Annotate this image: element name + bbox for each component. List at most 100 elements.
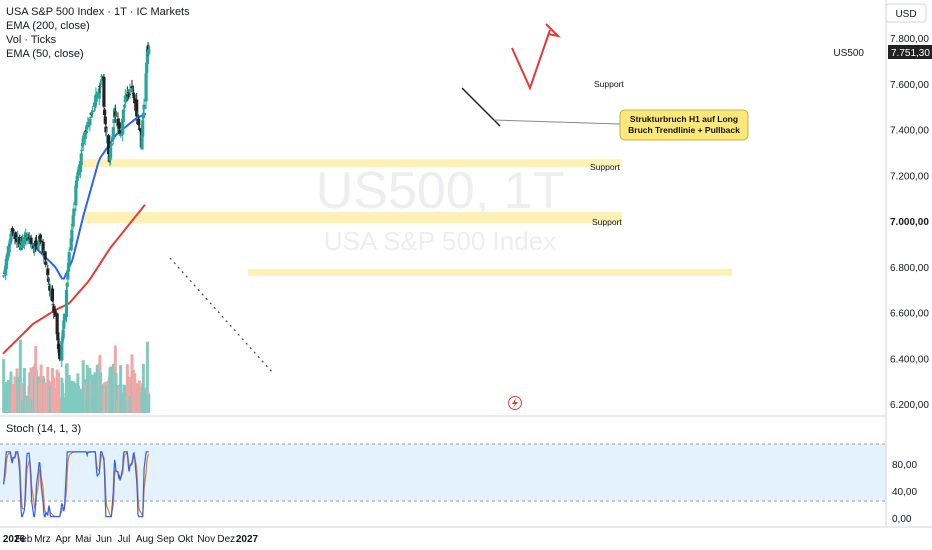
- volume-bars: [2, 339, 151, 413]
- x-tick-label: Nov: [197, 534, 215, 545]
- volume-bar: [72, 381, 76, 413]
- candle-body: [32, 248, 37, 250]
- x-tick-label: Jun: [96, 534, 112, 545]
- candle-body: [79, 153, 83, 165]
- candle-body: [81, 138, 85, 144]
- candle-body: [127, 92, 131, 94]
- candle-body: [56, 332, 60, 341]
- volume-bar: [95, 364, 99, 413]
- candle-body: [25, 234, 29, 239]
- candle-body: [84, 131, 89, 134]
- candle-body: [65, 282, 69, 287]
- candle-body: [80, 149, 84, 152]
- candle-body: [111, 127, 115, 140]
- candle-body: [43, 251, 47, 260]
- candle-body: [109, 147, 113, 159]
- volume-bar: [63, 397, 67, 413]
- y-tick-label: 6.600,00: [890, 309, 929, 320]
- candle-body: [67, 252, 71, 265]
- candle-body: [108, 157, 112, 161]
- candle-body: [122, 110, 126, 112]
- candle-body: [130, 86, 134, 89]
- volume-bar: [100, 384, 104, 413]
- candle-body: [57, 345, 61, 353]
- candle-body: [100, 75, 104, 78]
- volume-bar: [6, 380, 10, 413]
- candle-body: [2, 275, 6, 277]
- candle-body: [114, 116, 118, 118]
- candle-body: [8, 239, 12, 245]
- volume-bar: [127, 376, 131, 413]
- candle-body: [22, 237, 26, 244]
- callout-box[interactable]: [619, 109, 749, 141]
- candle-body: [127, 94, 131, 96]
- y-tick-label: 6.200,00: [890, 400, 929, 411]
- candle-body: [113, 111, 117, 117]
- stoch-label: Stoch (14, 1, 3): [6, 423, 81, 435]
- candle-body: [112, 119, 116, 124]
- candle-body: [83, 131, 87, 140]
- candle-body: [135, 99, 139, 117]
- volume-bar: [20, 400, 24, 413]
- volume-bar: [105, 385, 109, 413]
- candle-body: [137, 128, 141, 130]
- candle-body: [95, 94, 99, 96]
- candle-body: [90, 110, 95, 113]
- candle-body: [30, 246, 34, 248]
- candle-body: [90, 111, 94, 114]
- stoch-axis: 80,00 40,00 0,00: [892, 460, 917, 525]
- x-tick-label: Jul: [118, 534, 131, 545]
- price-axis: 7.800,00 7.600,00 7.400,00 7.200,00 7.000,00…: [890, 34, 929, 411]
- candle-body: [11, 229, 15, 232]
- volume-bar: [53, 388, 57, 413]
- candle-body: [50, 288, 55, 302]
- candle-body: [142, 104, 146, 110]
- candle-body: [47, 283, 51, 285]
- volume-bar: [91, 374, 95, 413]
- candle-body: [66, 270, 70, 280]
- candle-body: [133, 98, 137, 104]
- candle-body: [125, 93, 129, 97]
- volume-bar: [34, 369, 38, 413]
- candle-body: [70, 229, 74, 242]
- candle-body: [121, 119, 125, 135]
- candle-body: [107, 135, 111, 155]
- last-price-badge: [888, 45, 932, 59]
- candle-body: [103, 116, 107, 124]
- currency-button[interactable]: [885, 3, 927, 23]
- callout-line-2: Bruch Trendlinie + Pullback: [628, 125, 740, 135]
- stoch-tick-label: 80,00: [892, 460, 917, 471]
- volume-bar: [2, 359, 6, 413]
- chart-title[interactable]: USA S&P 500 Index · 1T · IC Markets: [6, 6, 190, 18]
- legend-ema-50[interactable]: EMA (50, close): [6, 48, 84, 60]
- candle-body: [4, 267, 8, 276]
- candle-body: [99, 79, 103, 81]
- candle-body: [61, 329, 65, 339]
- projection-arrowhead: [545, 23, 562, 38]
- x-tick-label: Sep: [157, 534, 175, 545]
- candle-body: [144, 73, 148, 102]
- trendline: [461, 87, 501, 127]
- volume-bar: [86, 369, 90, 413]
- stoch-tick-label: 0,00: [892, 514, 912, 525]
- y-tick-label: 6.400,00: [890, 354, 929, 365]
- candle-body: [141, 120, 145, 137]
- candle-body: [104, 126, 108, 133]
- candle-body: [62, 313, 67, 321]
- legend-ema-200[interactable]: EMA (200, close): [6, 20, 90, 32]
- volume-bar: [43, 382, 47, 413]
- candle-body: [62, 320, 66, 329]
- volume-bar: [133, 373, 137, 413]
- candle-body: [94, 95, 98, 101]
- candle-body: [48, 292, 53, 294]
- candle-body: [15, 236, 19, 242]
- legend-volume[interactable]: Vol · Ticks: [6, 34, 57, 46]
- candle-body: [93, 101, 97, 107]
- candle-body: [20, 241, 24, 249]
- candle-body: [6, 256, 10, 259]
- candle-body: [94, 93, 99, 98]
- candle-body: [121, 109, 125, 122]
- candle-body: [18, 243, 22, 249]
- candle-body: [64, 289, 69, 318]
